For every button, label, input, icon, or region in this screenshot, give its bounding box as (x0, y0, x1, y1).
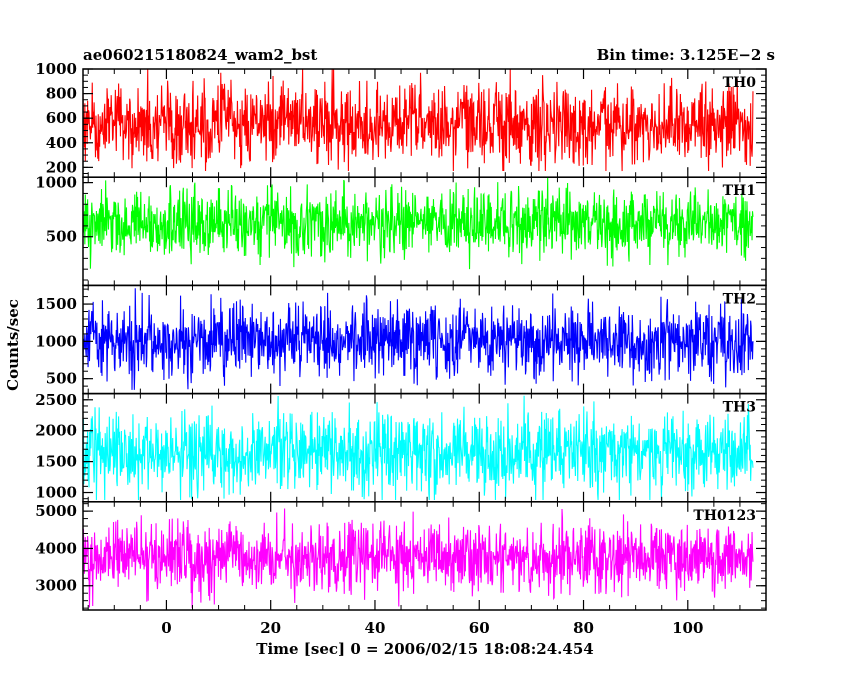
y-tick-label: 2000 (35, 422, 77, 440)
panel-th1: 500 1000 TH1 (35, 174, 767, 287)
panel-th2: 500 1000 1500 TH2 (35, 284, 767, 395)
y-axis-label: Counts/sec (4, 299, 22, 391)
panel-label: TH1 (723, 183, 756, 199)
series-line-th3 (82, 395, 754, 500)
series-line-th0123 (82, 508, 754, 609)
series-line-th0 (82, 68, 754, 172)
y-tick-label: 500 (46, 228, 77, 246)
y-tick-label: 2500 (35, 391, 77, 409)
x-axis-label: Time [sec] 0 = 2006/02/15 18:08:24.454 (256, 640, 593, 658)
panels: 200 400 600 800 1000 TH0 500 1000 TH1 500 1000 1500… (35, 60, 767, 611)
y-tick-label: 5000 (35, 502, 77, 520)
y-tick-label: 1000 (35, 484, 77, 502)
panel-th3: 1000 1500 2000 2500 TH3 (35, 391, 767, 503)
y-tick-label: 1000 (35, 332, 77, 350)
panel-label: TH3 (723, 400, 756, 416)
x-tick-label: 80 (573, 619, 594, 637)
panel-label: TH2 (723, 291, 756, 307)
y-tick-label: 3000 (35, 577, 77, 595)
chart-title-right: Bin time: 3.125E−2 s (597, 46, 775, 64)
chart-title-left: ae060215180824_wam2_bst (83, 46, 317, 64)
y-tick-label: 600 (46, 109, 77, 127)
series-line-th2 (82, 288, 754, 390)
y-tick-label: 1000 (35, 60, 77, 78)
panel-th0123: 3000 4000 5000 TH0123 (35, 501, 767, 611)
panel-th0: 200 400 600 800 1000 TH0 (35, 60, 767, 178)
y-tick-label: 200 (46, 158, 77, 176)
x-tick-labels: 0 20 40 60 80 100 (161, 619, 703, 637)
panel-label: TH0123 (693, 508, 756, 524)
y-tick-label: 1500 (35, 295, 77, 313)
y-tick-label: 4000 (35, 539, 77, 557)
y-tick-label: 800 (46, 85, 77, 103)
x-tick-label: 40 (365, 619, 386, 637)
x-tick-label: 20 (260, 619, 281, 637)
x-tick-label: 60 (469, 619, 490, 637)
y-tick-label: 500 (46, 370, 77, 388)
x-tick-label: 0 (161, 619, 171, 637)
y-tick-label: 400 (46, 134, 77, 152)
y-tick-label: 1500 (35, 453, 77, 471)
series-line-th1 (82, 177, 754, 270)
panel-label: TH0 (723, 75, 757, 91)
y-tick-label: 1000 (35, 174, 77, 192)
x-tick-label: 100 (672, 619, 703, 637)
